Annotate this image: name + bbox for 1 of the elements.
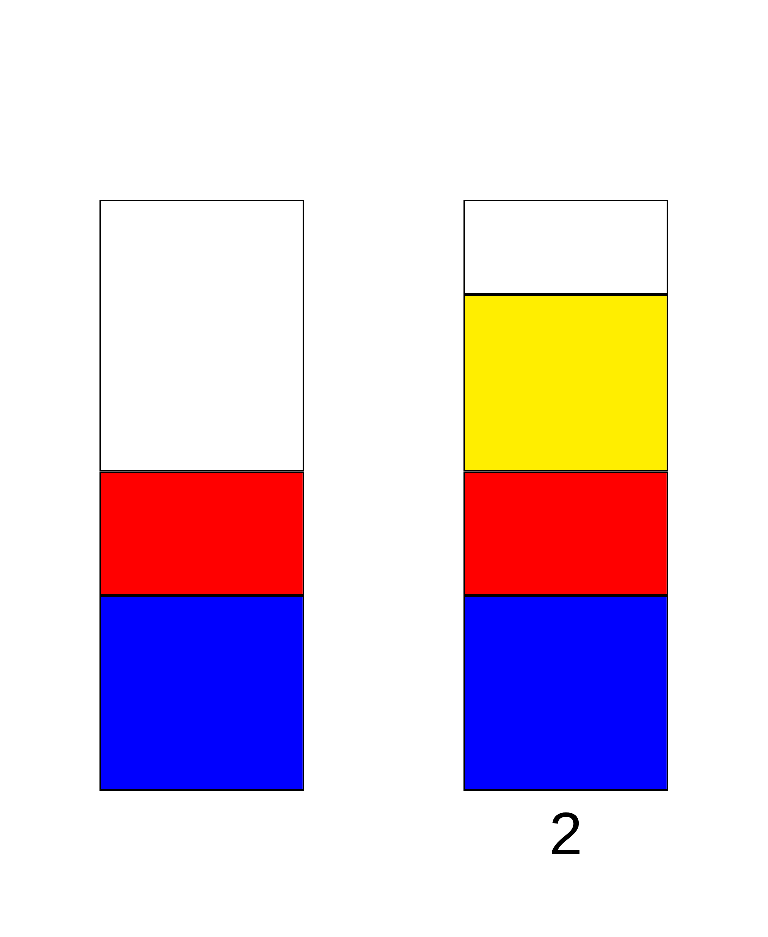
- x-tick-label: 2: [549, 800, 583, 868]
